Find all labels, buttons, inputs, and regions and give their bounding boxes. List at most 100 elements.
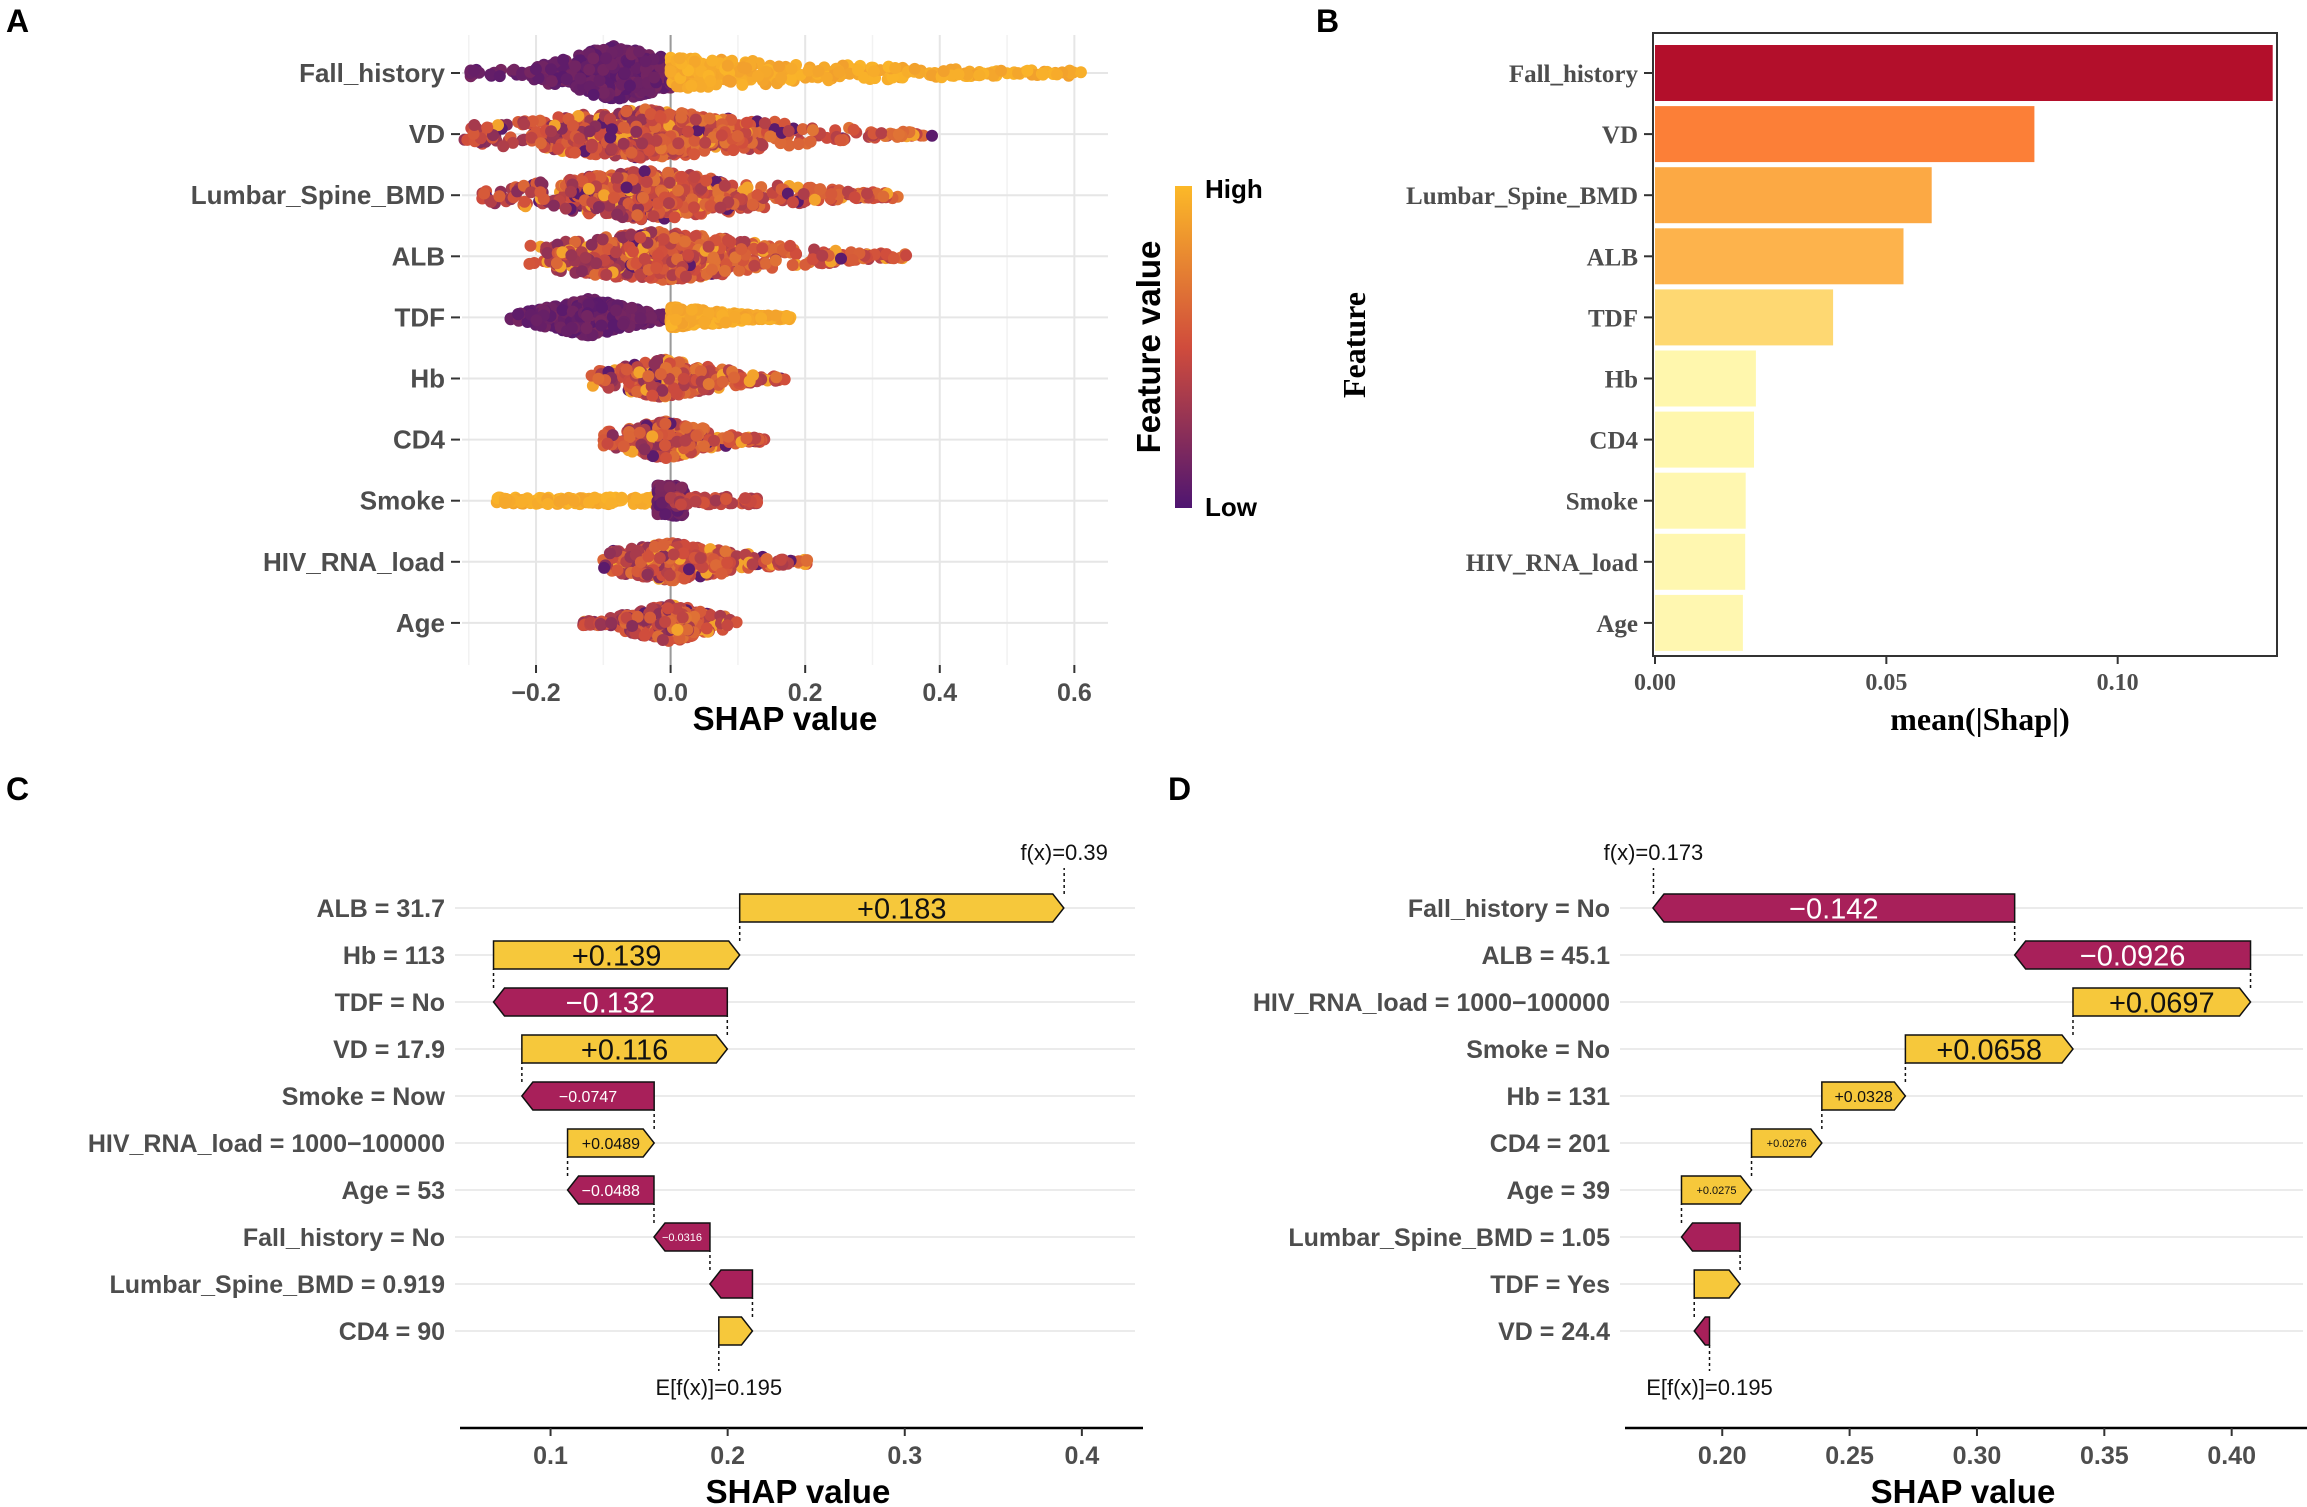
shap-point [631, 209, 644, 222]
shap-point [650, 262, 663, 274]
shap-point [674, 498, 687, 511]
shap-point [700, 174, 713, 187]
shap-point [792, 138, 805, 151]
shap-point [620, 105, 633, 118]
shap-point [781, 310, 794, 323]
shap-point [638, 443, 651, 456]
shap-point [636, 137, 649, 150]
shap-point [634, 231, 647, 244]
shap-point [647, 210, 660, 223]
shap-point [704, 199, 717, 212]
shap-point [680, 421, 693, 434]
shap-point [565, 249, 578, 262]
shap-point [694, 80, 707, 93]
shap-point [560, 73, 573, 86]
shap-point [547, 199, 560, 212]
shap-point [598, 189, 611, 202]
shap-point [659, 439, 671, 452]
shap-point [926, 129, 938, 142]
shap-point [654, 368, 667, 381]
shap-point [550, 257, 563, 270]
shap-point [735, 243, 748, 256]
shap-point [646, 389, 659, 402]
shap-point [493, 190, 506, 203]
shap-point [556, 304, 569, 317]
shap-point [861, 187, 874, 200]
shap-point [688, 148, 701, 161]
shap-point [611, 208, 624, 221]
shap-point [604, 113, 617, 125]
shap-point [848, 191, 861, 204]
shap-point [615, 491, 628, 504]
shap-point [705, 263, 718, 276]
shap-point [952, 68, 965, 81]
shap-point [605, 142, 618, 155]
shap-point [868, 65, 880, 78]
shap-point [785, 73, 797, 86]
shap-point [973, 69, 986, 82]
shap-point [620, 363, 633, 376]
shap-point [699, 136, 712, 149]
shap-point [608, 191, 620, 204]
shap-point [722, 430, 735, 443]
shap-point [802, 64, 815, 77]
beeswarm-row-Lumbar_Spine_BMD [476, 165, 904, 226]
shap-point [582, 182, 595, 195]
shap-point [660, 452, 672, 464]
shap-point [995, 64, 1008, 77]
shap-point [497, 140, 510, 153]
shap-point [553, 495, 566, 508]
shap-point [617, 440, 630, 453]
shap-point [630, 492, 643, 505]
shap-point [600, 268, 613, 281]
shap-point [808, 193, 821, 206]
shap-point [782, 125, 795, 137]
shap-point [645, 311, 658, 324]
shap-point [688, 170, 701, 183]
shap-point [835, 252, 847, 265]
shap-point [679, 235, 691, 248]
shap-point [672, 184, 685, 197]
shap-point [796, 123, 809, 136]
shap-point [816, 249, 829, 262]
shap-point [499, 497, 511, 509]
shap-point [657, 233, 670, 246]
shap-point [663, 481, 676, 494]
shap-point [731, 130, 744, 143]
shap-point [623, 79, 636, 92]
shap-point [579, 251, 592, 264]
shap-point [639, 55, 652, 68]
panel-label-c: C [6, 771, 29, 807]
shap-point [1012, 67, 1025, 80]
shap-point [1074, 66, 1087, 79]
shap-point [583, 125, 596, 138]
shap-point [596, 301, 608, 314]
shap-point [801, 554, 814, 567]
shap-point [592, 201, 605, 213]
shap-point [720, 493, 732, 505]
shap-point [630, 125, 643, 138]
shap-point [672, 137, 685, 150]
shap-point [833, 66, 846, 78]
shap-point [1037, 68, 1049, 81]
shap-point [770, 371, 783, 384]
shap-point [892, 128, 905, 141]
shap-point [746, 198, 759, 211]
shap-point [638, 252, 651, 265]
shap-point [769, 309, 782, 322]
shap-point [650, 134, 663, 147]
shap-point [587, 88, 600, 101]
shap-point [812, 65, 825, 77]
shap-point [618, 67, 631, 79]
shap-point [702, 378, 715, 390]
shap-point [725, 113, 738, 126]
shap-point [669, 313, 682, 326]
shap-point [605, 497, 618, 510]
shap-point [852, 64, 864, 77]
shap-point [756, 242, 769, 255]
shap-point [804, 135, 817, 148]
shap-point [751, 189, 764, 201]
shap-point [583, 496, 595, 509]
shap-point [525, 131, 538, 144]
